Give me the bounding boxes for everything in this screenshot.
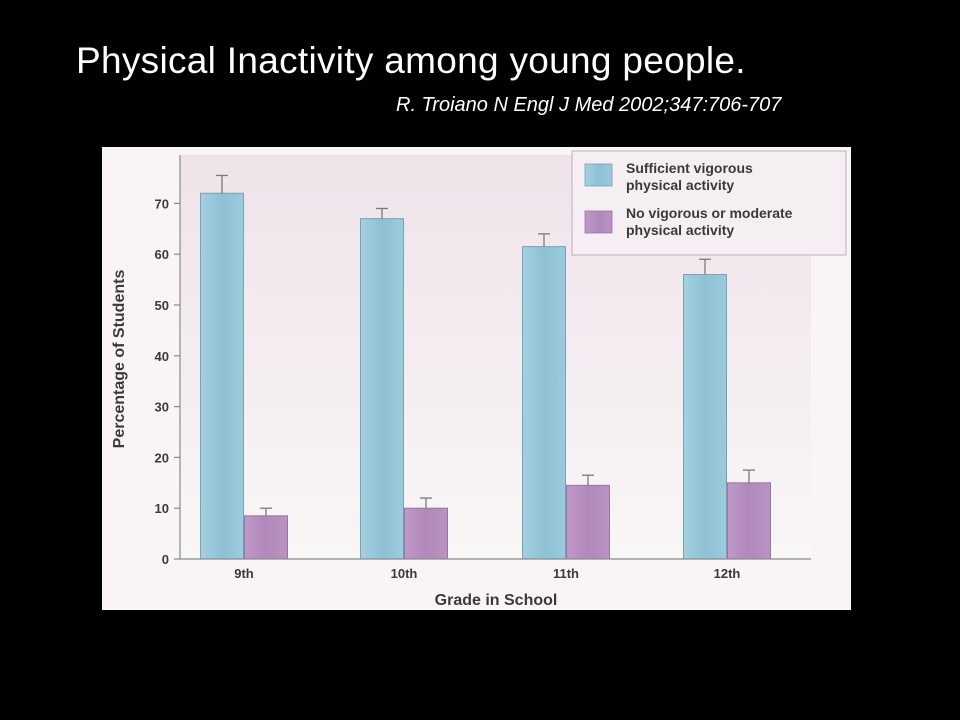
slide-citation: R. Troiano N Engl J Med 2002;347:706-707: [396, 94, 782, 116]
bar-no-activity-10th: [404, 507, 448, 560]
x-axis-title: Grade in School: [435, 592, 558, 609]
bar-chart: 0 10 20 30 40 50 60 70 9th 10th 11th 12th Percenta…: [111, 150, 847, 609]
x-category-label: 10th: [391, 566, 418, 581]
y-tick-label: 60: [155, 247, 169, 262]
y-axis-title: Percentage of Students: [111, 270, 128, 449]
y-tick-label: 40: [155, 349, 169, 364]
bar-no-activity-12th: [727, 482, 771, 560]
legend-box: [571, 150, 847, 256]
y-tick-label: 10: [155, 501, 169, 516]
y-tick-label: 0: [162, 552, 169, 567]
legend-label-sufficient: Sufficient vigorous physical activity: [626, 160, 757, 193]
x-category-label: 9th: [234, 566, 254, 581]
bar-sufficient-11th: [522, 246, 566, 560]
bar-no-activity-11th: [566, 484, 610, 560]
bar-sufficient-12th: [683, 274, 727, 560]
x-category-label: 11th: [553, 566, 579, 581]
x-category-label: 12th: [714, 566, 741, 581]
chart-figure: 0 10 20 30 40 50 60 70 9th 10th 11th 12th Percenta…: [102, 147, 851, 610]
legend-label-no-activity: No vigorous or moderate physical activit…: [626, 205, 796, 238]
bar-sufficient-9th: [200, 192, 244, 560]
bar-sufficient-10th: [360, 218, 404, 560]
slide-title: Physical Inactivity among young people.: [76, 40, 746, 81]
legend-swatch-no-activity: [584, 210, 613, 234]
legend-swatch-sufficient: [584, 163, 613, 187]
legend: Sufficient vigorous physical activity No…: [571, 150, 847, 256]
y-tick-label: 20: [155, 450, 169, 465]
bar-no-activity-9th: [244, 515, 288, 560]
y-tick-label: 50: [155, 298, 169, 313]
y-tick-label: 70: [155, 196, 169, 211]
y-tick-label: 30: [155, 400, 169, 415]
